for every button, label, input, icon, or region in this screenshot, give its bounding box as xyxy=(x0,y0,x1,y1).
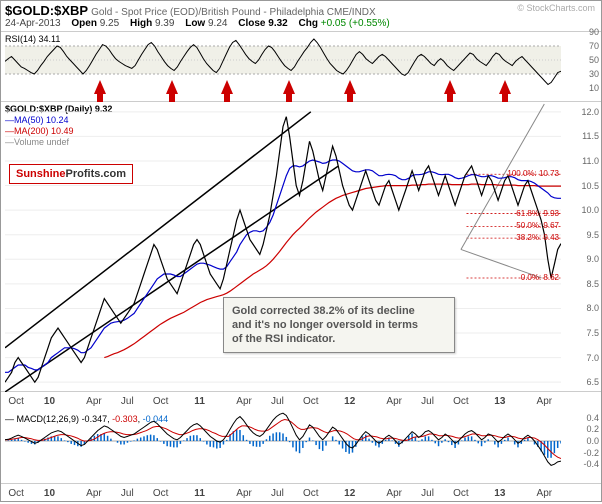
rsi-ytick: 70 xyxy=(589,41,599,51)
rsi-arrow-icon xyxy=(166,80,178,94)
xaxis-panel-2: Oct 10 Apr Jul Oct 11 Apr Jul Oct 12 Apr Jul Oct 13 Ap… xyxy=(1,484,601,504)
x-tick: Apr xyxy=(236,488,252,499)
rsi-plot xyxy=(5,32,561,87)
price-ytick: 8.5 xyxy=(586,279,599,289)
logo-text1: Sunshine xyxy=(16,168,66,180)
x-tick: 12 xyxy=(344,488,355,499)
rsi-ytick: 50 xyxy=(589,55,599,65)
ohlc-row: 24-Apr-2013 Open 9.25 High 9.39 Low 9.24… xyxy=(5,18,597,29)
price-ytick: 9.5 xyxy=(586,230,599,240)
close-label: Close xyxy=(238,18,265,29)
x-tick: Oct xyxy=(303,396,319,407)
high-label: High xyxy=(130,18,152,29)
macd-ytick: 0.0 xyxy=(586,436,599,446)
x-tick: Jul xyxy=(121,396,134,407)
fib-label: 50.0%: 9.67 xyxy=(516,221,559,230)
open-label: Open xyxy=(71,18,97,29)
macd-ytick: -0.2 xyxy=(583,448,599,458)
macd-ytick: 0.4 xyxy=(586,413,599,423)
xaxis-2: Oct 10 Apr Jul Oct 11 Apr Jul Oct 12 Apr Jul Oct 13 Ap… xyxy=(5,488,561,502)
annotation-box: Gold corrected 38.2% of its declineand i… xyxy=(223,297,455,353)
x-tick: Apr xyxy=(86,396,102,407)
price-ytick: 10.0 xyxy=(581,205,599,215)
x-tick: 13 xyxy=(494,396,505,407)
macd-panel: — MACD(12,26,9) -0.347, -0.303, -0.044 0… xyxy=(1,412,601,484)
ticker-subtitle: Gold - Spot Price (EOD)/British Pound - … xyxy=(91,7,376,18)
price-yaxis: 12.0 11.5 11.0 10.5 10.0 9.5 9.0 8.5 8.0 7.5 7.0 6.… xyxy=(561,102,601,391)
price-ytick: 11.0 xyxy=(582,156,599,166)
xaxis-panel-1: Oct 10 Apr Jul Oct 11 Apr Jul Oct 12 Apr Jul Oct 13 Ap… xyxy=(1,392,601,412)
x-tick: 12 xyxy=(344,396,355,407)
price-panel: $GOLD:$XBP (Daily) 9.32 —MA(50) 10.24 —M… xyxy=(1,102,601,392)
logo-box: SunshineProfits.com xyxy=(9,164,133,184)
fib-label: 0.0%: 8.62 xyxy=(521,273,559,282)
price-ytick: 12.0 xyxy=(581,107,599,117)
x-tick: Apr xyxy=(386,488,402,499)
x-tick: 13 xyxy=(494,488,505,499)
price-ytick: 7.5 xyxy=(586,328,599,338)
ticker-symbol: $GOLD:$XBP xyxy=(5,3,88,18)
chart-container: © StockCharts.com $GOLD:$XBP Gold - Spot… xyxy=(0,0,602,502)
rsi-ytick: 10 xyxy=(589,83,599,93)
rsi-arrow-icon xyxy=(344,80,356,94)
close-val: 9.32 xyxy=(268,18,287,29)
low-label: Low xyxy=(185,18,205,29)
x-tick: Oct xyxy=(8,488,24,499)
price-ytick: 9.0 xyxy=(586,254,599,264)
x-tick: Oct xyxy=(153,396,169,407)
fib-label: 100.0%: 10.73 xyxy=(507,169,559,178)
low-val: 9.24 xyxy=(208,18,227,29)
x-tick: 10 xyxy=(44,488,55,499)
x-tick: Apr xyxy=(537,488,553,499)
fib-label: 38.2%: 9.43 xyxy=(516,233,559,242)
macd-plot xyxy=(5,412,561,469)
price-ytick: 8.0 xyxy=(586,303,599,313)
rsi-ytick: 30 xyxy=(589,69,599,79)
x-tick: Jul xyxy=(421,396,434,407)
x-tick: Jul xyxy=(271,396,284,407)
x-tick: Jul xyxy=(271,488,284,499)
x-tick: Oct xyxy=(453,396,469,407)
x-tick: Apr xyxy=(86,488,102,499)
rsi-ytick: 90 xyxy=(589,27,599,37)
rsi-arrow-icon xyxy=(444,80,456,94)
rsi-yaxis: 9070503010 xyxy=(561,32,601,101)
x-tick: Oct xyxy=(303,488,319,499)
price-ytick: 11.5 xyxy=(582,131,599,141)
price-ytick: 10.5 xyxy=(581,181,599,191)
rsi-arrow-icon xyxy=(283,80,295,94)
x-tick: Jul xyxy=(421,488,434,499)
x-tick: Oct xyxy=(153,488,169,499)
x-tick: Oct xyxy=(8,396,24,407)
chart-header: $GOLD:$XBP Gold - Spot Price (EOD)/Briti… xyxy=(1,1,601,32)
xaxis-1: Oct 10 Apr Jul Oct 11 Apr Jul Oct 12 Apr Jul Oct 13 Ap… xyxy=(5,396,561,410)
logo-text2: Profits.com xyxy=(66,168,127,180)
macd-ytick: -0.4 xyxy=(583,459,599,469)
rsi-arrow-icon xyxy=(221,80,233,94)
x-tick: Oct xyxy=(453,488,469,499)
chart-date: 24-Apr-2013 xyxy=(5,18,61,29)
watermark: © StockCharts.com xyxy=(517,3,595,13)
rsi-panel: RSI(14) 34.11 9070503010 xyxy=(1,32,601,102)
x-tick: 10 xyxy=(44,396,55,407)
rsi-arrow-icon xyxy=(499,80,511,94)
fib-label: 61.8%: 9.93 xyxy=(516,209,559,218)
macd-ytick: 0.2 xyxy=(586,424,599,434)
x-tick: Apr xyxy=(386,396,402,407)
high-val: 9.39 xyxy=(155,18,174,29)
x-tick: 11 xyxy=(194,488,205,499)
open-val: 9.25 xyxy=(100,18,119,29)
chg-label: Chg xyxy=(299,18,318,29)
x-tick: Apr xyxy=(537,396,553,407)
rsi-arrow-icon xyxy=(94,80,106,94)
price-ytick: 7.0 xyxy=(586,353,599,363)
x-tick: Apr xyxy=(236,396,252,407)
price-ytick: 6.5 xyxy=(586,377,599,387)
x-tick: Jul xyxy=(121,488,134,499)
x-tick: 11 xyxy=(194,396,205,407)
chg-val: +0.05 (+0.55%) xyxy=(321,18,390,29)
macd-yaxis: 0.40.2 0.0 -0.2-0.4 xyxy=(561,412,601,483)
